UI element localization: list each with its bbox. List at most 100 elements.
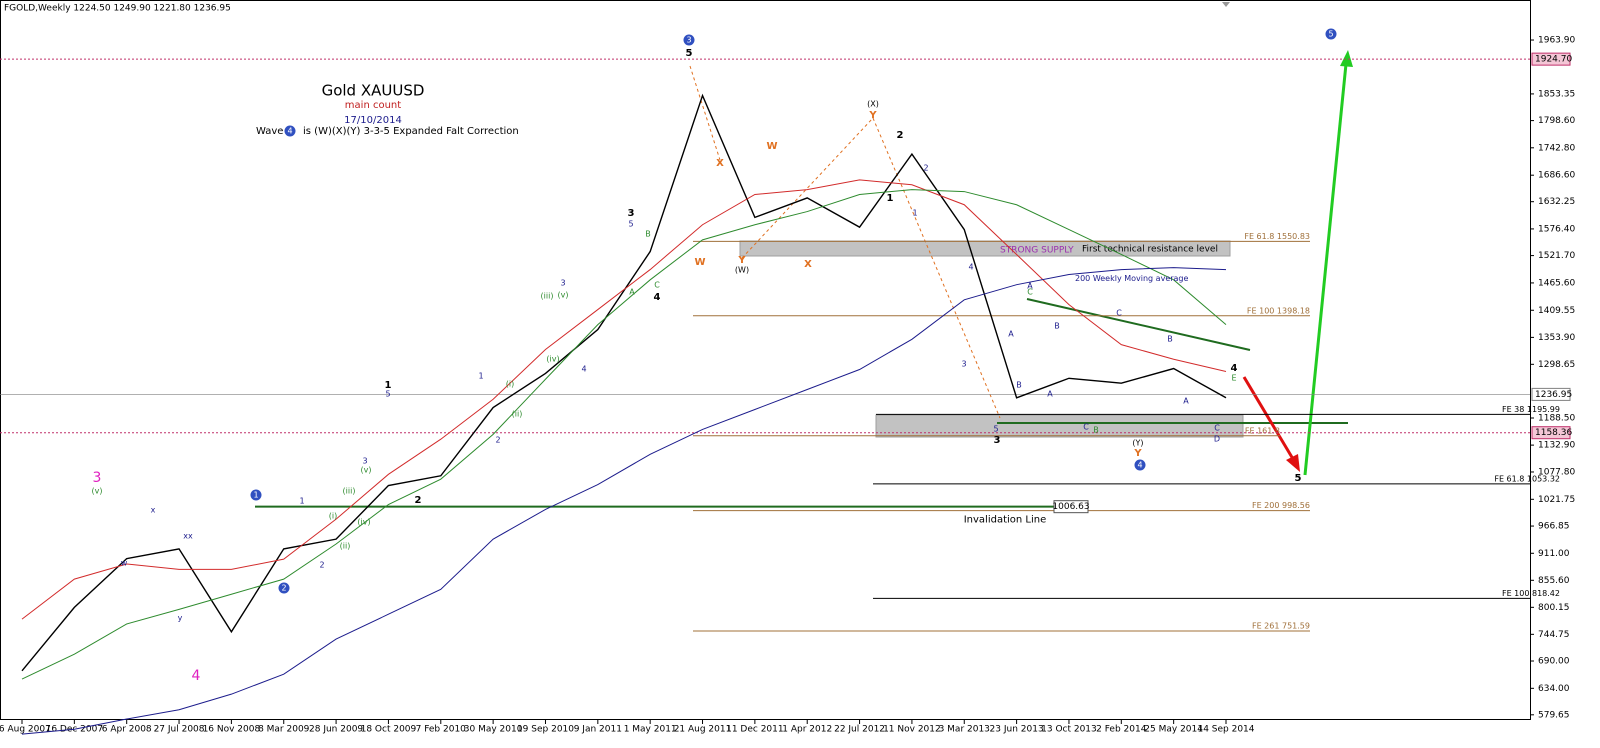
wave-label: (iv) [546, 355, 559, 364]
x-tick-label: 25 May 2014 [1144, 725, 1203, 735]
x-tick-label: 13 Oct 2013 [1041, 725, 1097, 735]
y-tick-label: 855.60 [1538, 576, 1570, 586]
level-label: FE 61.8 1550.83 [1244, 232, 1310, 241]
wave-label: y [178, 614, 183, 623]
level-label: FE 161.8 [1245, 426, 1280, 435]
price-marker-label: 1924.70 [1535, 55, 1572, 65]
wave-label: 5 [686, 48, 693, 59]
arrow [1303, 63, 1348, 476]
x-tick-label: 28 Jun 2009 [309, 725, 363, 735]
support-zone [875, 414, 1244, 438]
wave-label: A [629, 288, 635, 297]
wave-label: 2 [923, 164, 928, 173]
x-tick-label: 18 Oct 2009 [361, 725, 417, 735]
wave-label: 4 [968, 263, 973, 272]
wave-circle [1325, 28, 1337, 40]
wave-label: 1 [887, 193, 894, 204]
wave-label: B [1016, 381, 1022, 390]
level-label: FE 61.8 1053.32 [1494, 474, 1560, 483]
arrow-head [1340, 50, 1353, 67]
wave-label: 1 [253, 491, 258, 500]
wave-circle [278, 582, 290, 594]
series-line [21, 267, 1227, 735]
wave-note: Wave [256, 126, 283, 137]
wave-label: C [1083, 423, 1089, 432]
wave-label: Y [1133, 448, 1142, 459]
wave-label: Y [868, 110, 877, 121]
y-tick-label: 1632.25 [1538, 197, 1575, 207]
price-marker-label: 1158.36 [1535, 428, 1572, 438]
trend-line [1026, 298, 1251, 351]
wave-circle [1134, 459, 1146, 471]
level-label: FE 261 751.59 [1252, 621, 1310, 630]
wave-label: 4 [654, 292, 661, 303]
y-tick-label: 1576.40 [1538, 224, 1575, 234]
y-tick-label: 1077.80 [1538, 467, 1575, 477]
wave-label: 2 [281, 584, 286, 593]
x-tick-label: 8 Mar 2009 [258, 725, 310, 735]
wave-label: B [645, 230, 651, 239]
y-tick-label: 1409.55 [1538, 306, 1575, 316]
series-label: 200 Weekly Moving average [1075, 274, 1189, 283]
wave-label: 5 [993, 425, 998, 434]
wave-label: 5 [1295, 473, 1302, 484]
y-tick-label: 1188.50 [1538, 414, 1575, 424]
wave-label: 3 [560, 279, 565, 288]
wave-label: w [121, 559, 128, 568]
wave-label: D [1214, 435, 1220, 444]
arrow-head [1286, 454, 1300, 472]
x-tick-label: 11 Nov 2012 [883, 725, 941, 735]
wave-label: A [1183, 397, 1189, 406]
wave-label: 1 [299, 497, 304, 506]
wave-label: 1 [912, 209, 917, 218]
x-tick-label: 27 Jul 2008 [154, 725, 205, 735]
wave-label: 3 [628, 208, 635, 219]
x-tick-label: 1 May 2011 [624, 725, 677, 735]
zone-label: First technical resistance level [1082, 245, 1218, 255]
wave-label: Y [737, 255, 746, 266]
price-marker-label: 1236.95 [1535, 390, 1572, 400]
wave-label: (iii) [343, 487, 356, 496]
y-tick-label: 1963.90 [1538, 36, 1575, 46]
wave-label: 5 [628, 220, 633, 229]
y-tick-label: 800.15 [1538, 603, 1570, 613]
y-tick-label: 744.75 [1538, 630, 1570, 640]
x-tick-label: 11 Dec 2011 [726, 725, 784, 735]
y-tick-label: 1798.60 [1538, 116, 1575, 126]
wave-label: B [1054, 322, 1060, 331]
x-tick-label: 3 Mar 2013 [939, 725, 990, 735]
y-tick-label: 579.65 [1538, 710, 1570, 720]
wave-label: 4 [581, 365, 586, 374]
wave-label: 1 [478, 372, 483, 381]
arrow [1242, 376, 1295, 460]
invalidation-box [1053, 500, 1089, 514]
x-tick-label: 16 Nov 2008 [203, 725, 261, 735]
wave-label: (ii) [512, 410, 523, 419]
wave-label: 5 [1328, 30, 1333, 39]
y-tick-label: 1021.75 [1538, 495, 1575, 505]
price-marker-box [1531, 52, 1571, 66]
wave-label: 3 [961, 360, 966, 369]
x-tick-label: 7 Feb 2010 [416, 725, 467, 735]
series-line [21, 189, 1227, 680]
y-tick-label: 1298.65 [1538, 360, 1575, 370]
wave-label: 2 [319, 561, 324, 570]
wave-label: (X) [867, 100, 879, 109]
wave-label: (i) [506, 380, 514, 389]
x-tick-label: 26 Aug 2007 [0, 725, 51, 735]
x-tick-label: 23 Jun 2013 [990, 725, 1044, 735]
y-tick-label: 1132.90 [1538, 441, 1575, 451]
wave-label: (v) [92, 487, 103, 496]
x-tick-label: 22 Jul 2012 [834, 725, 885, 735]
series-line [21, 93, 1227, 672]
wave-label: (ii) [340, 542, 351, 551]
wave-label: A [1047, 390, 1053, 399]
wave-circle [250, 489, 262, 501]
wave-note: 4 [287, 127, 292, 136]
wave-label: (iii) [541, 292, 554, 301]
wave-label: 3 [93, 470, 102, 486]
wave-label: (i) [329, 512, 337, 521]
chart-title: Gold XAUUSD [322, 82, 425, 100]
